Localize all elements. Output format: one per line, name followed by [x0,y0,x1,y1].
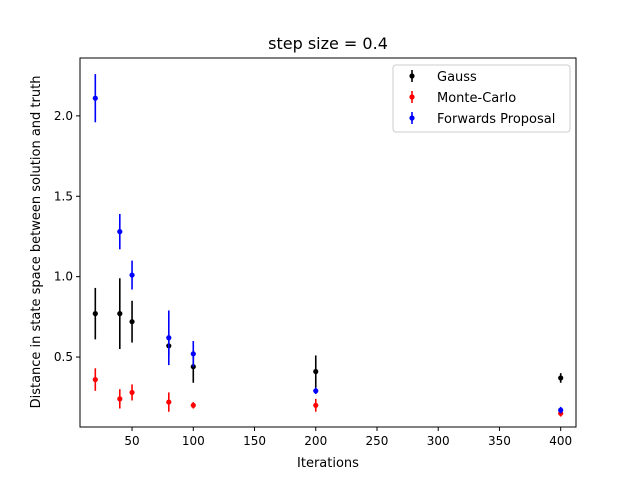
data-point [117,229,123,235]
legend-label: Monte-Carlo [437,91,516,106]
x-tick-label: 300 [427,434,450,448]
data-point [129,389,135,396]
data-point [313,368,319,375]
data-point [92,376,98,383]
series-1 [92,368,564,417]
data-series-layer [92,74,564,417]
x-tick-label: 150 [243,434,266,448]
y-tick-label: 1.5 [54,189,73,203]
data-point [129,272,135,278]
data-point [166,399,172,405]
data-point [117,311,123,317]
x-tick-label: 400 [549,434,572,448]
chart-title: step size = 0.4 [268,34,388,53]
legend-label: Forwards Proposal [437,112,555,127]
legend-marker [409,73,415,79]
x-tick-label: 100 [182,434,205,448]
legend-marker [409,94,415,100]
plot-area-frame [79,57,577,428]
x-tick-label: 350 [488,434,511,448]
series-0 [92,278,564,388]
data-point [558,375,564,381]
data-point [117,396,123,402]
legend: Gauss Monte-Carlo Forwards Proposal [392,64,571,133]
y-axis-label: Distance in state space between solution… [29,76,44,409]
x-tick-label: 250 [366,434,389,448]
legend-label: Gauss [437,70,477,85]
y-tick-label: 2.0 [54,109,73,123]
data-point [92,95,98,101]
data-point [190,402,196,408]
data-point [313,402,319,408]
x-axis: 50 100 150 200 250 300 350 400 [124,427,572,448]
data-point [190,351,196,357]
series-2 [92,74,564,414]
data-point [92,311,98,317]
x-tick-label: 200 [304,434,327,448]
legend-box [392,64,571,133]
data-point [129,319,135,325]
y-tick-label: 1.0 [54,270,73,284]
legend-marker [409,115,415,121]
data-point [166,335,172,341]
y-axis: 0.5 1.0 1.5 2.0 [54,109,80,364]
x-tick-label: 50 [124,434,139,448]
x-axis-label: Iterations [297,456,359,471]
y-tick-label: 0.5 [54,350,73,364]
data-point [313,388,319,394]
data-point [558,407,564,413]
